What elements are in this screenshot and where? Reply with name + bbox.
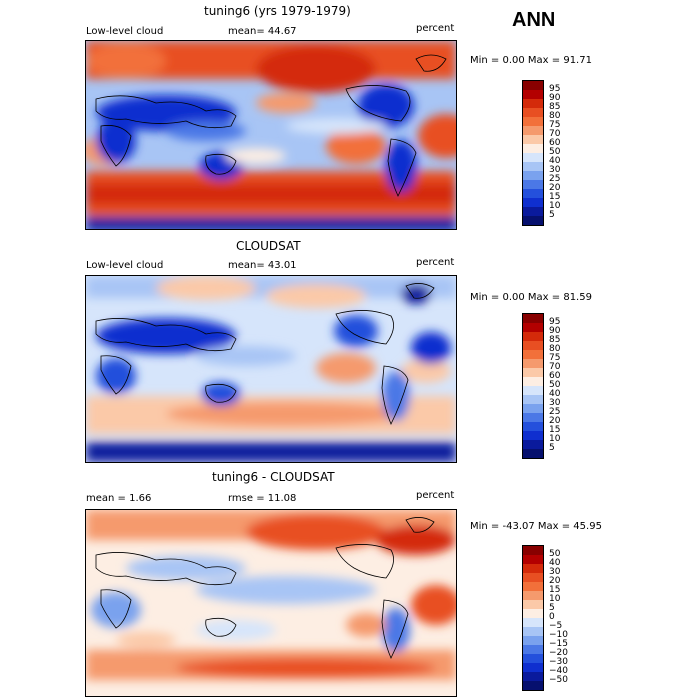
colorbar-tick-label: 95 <box>549 84 561 94</box>
colorbar-tick-label: 40 <box>549 558 561 568</box>
season-label: ANN <box>512 9 556 31</box>
panel-1-variable-label: Low-level cloud <box>86 26 164 37</box>
colorbar-tick-label: 70 <box>549 129 561 139</box>
panel-1-map <box>85 40 457 230</box>
colorbar-tick-label: 80 <box>549 111 561 121</box>
colorbar-tick-label: 50 <box>549 380 561 390</box>
panel-3-rmse-label: rmse = 11.08 <box>228 493 297 504</box>
colorbar-tick-label: 75 <box>549 120 561 130</box>
panel-3-mean-label: mean = 1.66 <box>86 493 152 504</box>
colorbar-tick-label: 15 <box>549 192 561 202</box>
panel-3-units-label: percent <box>416 490 455 501</box>
panel-3-map <box>85 509 457 697</box>
colorbar-tick-label: 15 <box>549 425 561 435</box>
colorbar-tick-label: −30 <box>549 657 568 667</box>
colorbar-tick-label: 5 <box>549 603 555 613</box>
colorbar-tick-label: 30 <box>549 398 561 408</box>
colorbar-tick-label: 30 <box>549 567 561 577</box>
colorbar-tick-label: 25 <box>549 407 561 417</box>
panel-3-colorbar <box>522 545 544 691</box>
colorbar-tick-label: 5 <box>549 443 555 453</box>
colorbar-tick-label: 30 <box>549 165 561 175</box>
colorbar-tick-label: 80 <box>549 344 561 354</box>
panel-1-title: tuning6 (yrs 1979-1979) <box>204 4 351 18</box>
panel-2-minmax-label: Min = 0.00 Max = 81.59 <box>470 292 592 303</box>
colorbar-tick-label: −50 <box>549 675 568 685</box>
panel-3-minmax-label: Min = -43.07 Max = 45.95 <box>470 521 602 532</box>
colorbar-tick-label: 85 <box>549 335 561 345</box>
colorbar-tick-label: 95 <box>549 317 561 327</box>
colorbar-tick-label: −40 <box>549 666 568 676</box>
colorbar-tick-label: 50 <box>549 147 561 157</box>
colorbar-tick-label: 10 <box>549 201 561 211</box>
colorbar-tick-label: 10 <box>549 434 561 444</box>
panel-2-units-label: percent <box>416 257 455 268</box>
panel-3-title: tuning6 - CLOUDSAT <box>212 470 335 484</box>
colorbar-tick-label: 90 <box>549 93 561 103</box>
colorbar-tick-label: 20 <box>549 416 561 426</box>
colorbar-tick-label: −10 <box>549 630 568 640</box>
colorbar-tick-label: 20 <box>549 576 561 586</box>
panel-2-map <box>85 275 457 463</box>
panel-2-mean-label: mean= 43.01 <box>228 260 297 271</box>
panel-2-title: CLOUDSAT <box>236 239 301 253</box>
colorbar-tick-label: 0 <box>549 612 555 622</box>
colorbar-tick-label: 5 <box>549 210 555 220</box>
panel-1-units-label: percent <box>416 23 455 34</box>
colorbar-tick-label: 60 <box>549 371 561 381</box>
colorbar-tick-label: 20 <box>549 183 561 193</box>
colorbar-tick-label: 60 <box>549 138 561 148</box>
panel-2-variable-label: Low-level cloud <box>86 260 164 271</box>
panel-2-colorbar <box>522 313 544 459</box>
colorbar-tick-label: 40 <box>549 156 561 166</box>
colorbar-tick-label: −20 <box>549 648 568 658</box>
colorbar-tick-label: 15 <box>549 585 561 595</box>
panel-1-colorbar <box>522 80 544 226</box>
colorbar-tick-label: 10 <box>549 594 561 604</box>
colorbar-tick-label: 25 <box>549 174 561 184</box>
colorbar-tick-label: 75 <box>549 353 561 363</box>
colorbar-tick-label: 40 <box>549 389 561 399</box>
colorbar-tick-label: 70 <box>549 362 561 372</box>
panel-1-mean-label: mean= 44.67 <box>228 26 297 37</box>
colorbar-tick-label: 90 <box>549 326 561 336</box>
colorbar-tick-label: 85 <box>549 102 561 112</box>
colorbar-tick-label: 50 <box>549 549 561 559</box>
colorbar-tick-label: −5 <box>549 621 563 631</box>
panel-1-minmax-label: Min = 0.00 Max = 91.71 <box>470 55 592 66</box>
colorbar-tick-label: −15 <box>549 639 568 649</box>
